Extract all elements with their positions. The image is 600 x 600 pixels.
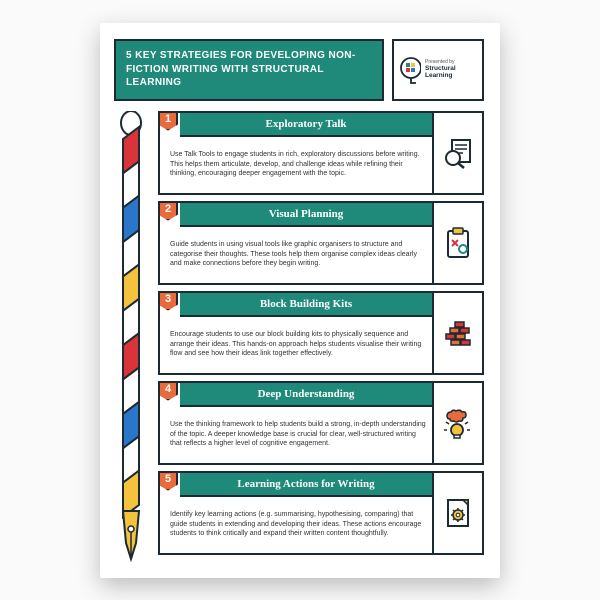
bricks-icon (432, 293, 482, 373)
pen-column (114, 111, 148, 563)
strategy-card: 2 Visual Planning Guide students in usin… (158, 201, 484, 285)
clipboard-shapes-icon (432, 203, 482, 283)
strategy-card: 5 Learning Actions for Writing Identify … (158, 471, 484, 555)
strategy-card: 3 Block Building Kits Encourage students… (158, 291, 484, 375)
cards-column: 1 Exploratory Talk Use Talk Tools to eng… (158, 111, 484, 563)
feather-pen-icon (114, 111, 148, 563)
brand-name: Structural Learning (425, 65, 478, 79)
magnifier-doc-icon (432, 113, 482, 193)
strategy-card: 4 Deep Understanding Use the thinking fr… (158, 381, 484, 465)
doc-gear-icon (432, 473, 482, 553)
title-text: 5 KEY STRATEGIES FOR DEVELOPING NON-FICT… (126, 49, 372, 90)
body: 1 Exploratory Talk Use Talk Tools to eng… (114, 111, 484, 563)
header: 5 KEY STRATEGIES FOR DEVELOPING NON-FICT… (114, 39, 484, 101)
brand-head-icon (398, 55, 421, 85)
brand-text: Presented by Structural Learning (425, 60, 478, 80)
brand-box: Presented by Structural Learning (392, 39, 484, 101)
infographic-page: 5 KEY STRATEGIES FOR DEVELOPING NON-FICT… (100, 23, 500, 578)
strategy-card: 1 Exploratory Talk Use Talk Tools to eng… (158, 111, 484, 195)
page-title: 5 KEY STRATEGIES FOR DEVELOPING NON-FICT… (114, 39, 384, 101)
bulb-brain-icon (432, 383, 482, 463)
